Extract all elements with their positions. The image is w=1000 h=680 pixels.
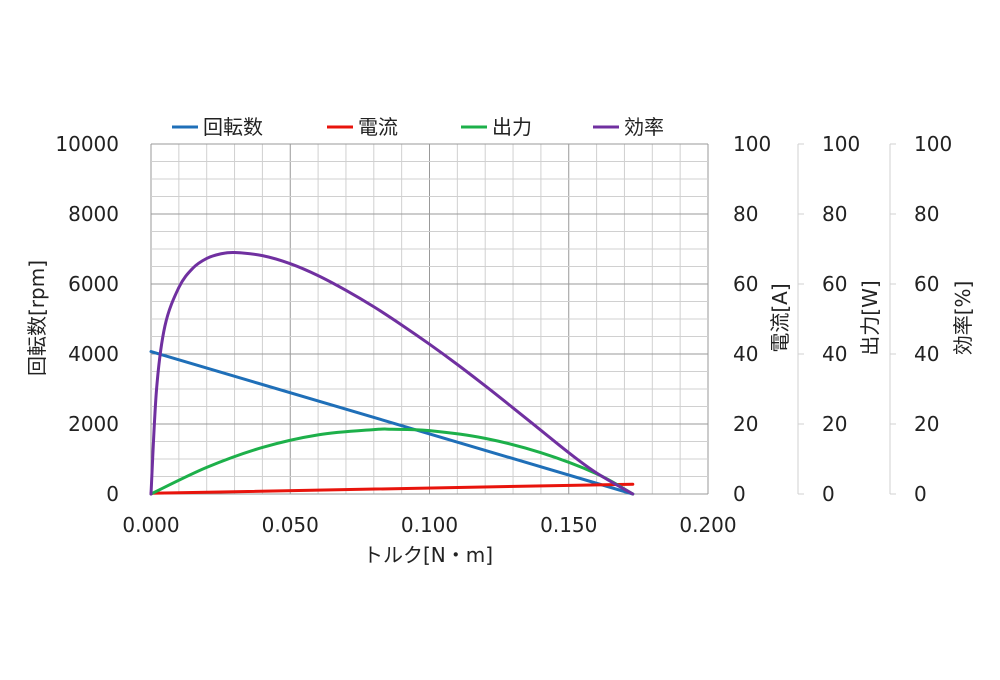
y-tick-label-current: 100 — [733, 132, 771, 156]
legend-label-current: 電流 — [358, 115, 398, 139]
y-tick-label-power: 0 — [822, 482, 835, 506]
x-axis-title: トルク[N・m] — [363, 543, 493, 567]
axes-frame — [797, 143, 896, 495]
x-tick-label: 0.150 — [540, 513, 597, 537]
y-tick-label-rpm: 8000 — [68, 202, 119, 226]
legend-label-rpm: 回転数 — [203, 115, 263, 139]
y-tick-label-current: 40 — [733, 342, 758, 366]
series-line-power — [149, 427, 635, 496]
y-tick-label-power: 60 — [822, 272, 847, 296]
series-line-current — [149, 482, 635, 495]
y-tick-label-power: 80 — [822, 202, 847, 226]
legend-label-efficiency: 効率 — [624, 115, 664, 139]
y-tick-label-power: 20 — [822, 412, 847, 436]
y-tick-label-rpm: 4000 — [68, 342, 119, 366]
tick-labels: 0.000 0.050 0.100 0.150 0.200020004000600080… — [55, 132, 952, 537]
y-axis-title-rpm: 回転数[rpm] — [25, 260, 49, 376]
y-axis-title-efficiency: 効率[%] — [951, 281, 975, 356]
series-lines — [149, 250, 635, 496]
y-axis-title-power: 出力[W] — [858, 280, 882, 355]
y-tick-label-efficiency: 20 — [914, 412, 939, 436]
legend: 回転数 電流 出力 効率 — [172, 115, 664, 139]
x-tick-label: 0.000 — [122, 513, 179, 537]
y-tick-label-efficiency: 60 — [914, 272, 939, 296]
series-line-efficiency — [149, 250, 635, 496]
y-tick-label-efficiency: 40 — [914, 342, 939, 366]
y-axis-title-current: 電流[A] — [768, 283, 792, 352]
y-tick-label-efficiency: 0 — [914, 482, 927, 506]
legend-label-power: 出力 — [492, 115, 532, 139]
x-tick-label: 0.100 — [401, 513, 458, 537]
x-tick-label: 0.200 — [679, 513, 736, 537]
y-tick-label-current: 60 — [733, 272, 758, 296]
y-tick-label-current: 0 — [733, 482, 746, 506]
y-tick-label-current: 80 — [733, 202, 758, 226]
plot-grid — [150, 143, 709, 495]
y-tick-label-rpm: 10000 — [55, 132, 119, 156]
y-tick-label-power: 100 — [822, 132, 860, 156]
y-tick-label-current: 20 — [733, 412, 758, 436]
series-line-rpm — [149, 350, 635, 496]
y-tick-label-efficiency: 80 — [914, 202, 939, 226]
y-tick-label-power: 40 — [822, 342, 847, 366]
y-tick-label-efficiency: 100 — [914, 132, 952, 156]
y-tick-label-rpm: 0 — [106, 482, 119, 506]
y-tick-label-rpm: 2000 — [68, 412, 119, 436]
x-tick-label: 0.050 — [262, 513, 319, 537]
y-tick-label-rpm: 6000 — [68, 272, 119, 296]
